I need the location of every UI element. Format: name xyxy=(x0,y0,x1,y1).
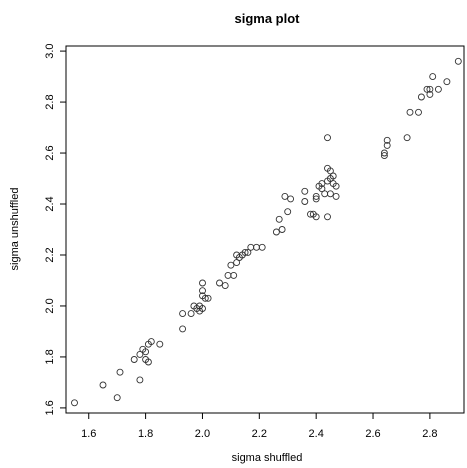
x-tick-label: 2.4 xyxy=(309,428,324,440)
data-point xyxy=(278,226,286,233)
data-point xyxy=(253,243,260,251)
data-point xyxy=(156,340,164,348)
x-tick-label: 2.2 xyxy=(252,428,267,440)
data-point xyxy=(199,287,206,295)
data-point xyxy=(99,381,107,389)
data-point xyxy=(429,73,437,81)
y-tick-label: 1.8 xyxy=(44,349,56,364)
data-point xyxy=(332,192,340,200)
data-point xyxy=(221,282,229,290)
y-tick-label: 2.4 xyxy=(44,196,56,211)
data-point xyxy=(301,198,309,205)
data-point xyxy=(187,310,195,318)
data-point xyxy=(443,78,451,86)
data-point xyxy=(380,149,388,157)
data-point xyxy=(136,350,144,358)
data-point xyxy=(307,210,314,218)
y-tick-label: 3.0 xyxy=(44,43,56,58)
y-tick-label: 2.2 xyxy=(44,247,56,262)
data-point xyxy=(247,243,255,251)
data-point xyxy=(130,356,138,363)
data-point xyxy=(199,305,206,312)
x-tick-label: 2.8 xyxy=(422,428,437,440)
data-point xyxy=(406,108,414,116)
data-point xyxy=(224,271,232,279)
data-point xyxy=(318,185,326,193)
data-point xyxy=(227,261,235,269)
data-point xyxy=(301,187,309,195)
data-point xyxy=(417,93,425,101)
chart-title: sigma plot xyxy=(234,11,300,26)
data-point xyxy=(326,167,334,175)
data-point xyxy=(142,348,150,356)
y-tick-label: 1.6 xyxy=(44,400,56,415)
data-point xyxy=(426,85,434,93)
data-point xyxy=(426,90,434,98)
data-point xyxy=(113,394,121,402)
data-point xyxy=(147,338,155,346)
data-point xyxy=(241,248,249,256)
data-point xyxy=(312,213,320,221)
data-point xyxy=(179,310,187,318)
data-point xyxy=(204,294,212,302)
data-point xyxy=(116,368,124,376)
data-point xyxy=(383,136,391,144)
x-axis-label: sigma shuffled xyxy=(232,452,303,464)
data-point xyxy=(201,294,209,302)
data-point xyxy=(329,172,337,180)
data-point xyxy=(380,152,388,160)
data-point xyxy=(272,228,280,236)
x-axis-ticks: 1.6 1.8 2.0 2.2 2.4 2.6 2.8 xyxy=(81,413,438,440)
data-point xyxy=(318,180,326,188)
y-axis-ticks: 1.6 1.8 2.0 2.2 2.4 2.6 2.8 3.0 xyxy=(44,43,66,416)
data-point xyxy=(199,279,206,287)
data-point xyxy=(434,85,442,93)
data-point xyxy=(454,57,462,65)
data-point xyxy=(179,325,187,333)
data-point xyxy=(258,243,266,251)
y-tick-label: 2.6 xyxy=(44,145,56,160)
data-point xyxy=(287,195,295,203)
data-point xyxy=(284,208,292,216)
data-point xyxy=(403,134,411,142)
data-point xyxy=(423,85,431,93)
data-point xyxy=(144,358,152,366)
data-point xyxy=(321,190,329,198)
data-point xyxy=(324,134,331,142)
data-point xyxy=(230,271,238,279)
x-tick-label: 2.0 xyxy=(195,428,210,440)
y-tick-label: 2.0 xyxy=(44,298,56,313)
data-point xyxy=(326,190,334,198)
data-point xyxy=(324,213,331,221)
y-axis-label: sigma unshuffled xyxy=(9,188,21,271)
x-tick-label: 2.6 xyxy=(365,428,380,440)
y-tick-label: 2.8 xyxy=(44,94,56,109)
points-layer xyxy=(71,57,462,407)
data-point xyxy=(244,248,252,256)
x-tick-label: 1.8 xyxy=(138,428,153,440)
data-point xyxy=(312,192,320,200)
data-point xyxy=(332,182,340,190)
data-point xyxy=(233,259,241,267)
data-point xyxy=(71,399,78,407)
x-tick-label: 1.6 xyxy=(81,428,96,440)
data-point xyxy=(312,195,320,203)
data-point xyxy=(415,108,422,116)
data-point xyxy=(383,141,391,149)
plot-area xyxy=(65,45,465,414)
data-point xyxy=(275,215,283,223)
data-point xyxy=(216,279,223,287)
data-point xyxy=(136,376,144,384)
data-point xyxy=(281,192,289,200)
